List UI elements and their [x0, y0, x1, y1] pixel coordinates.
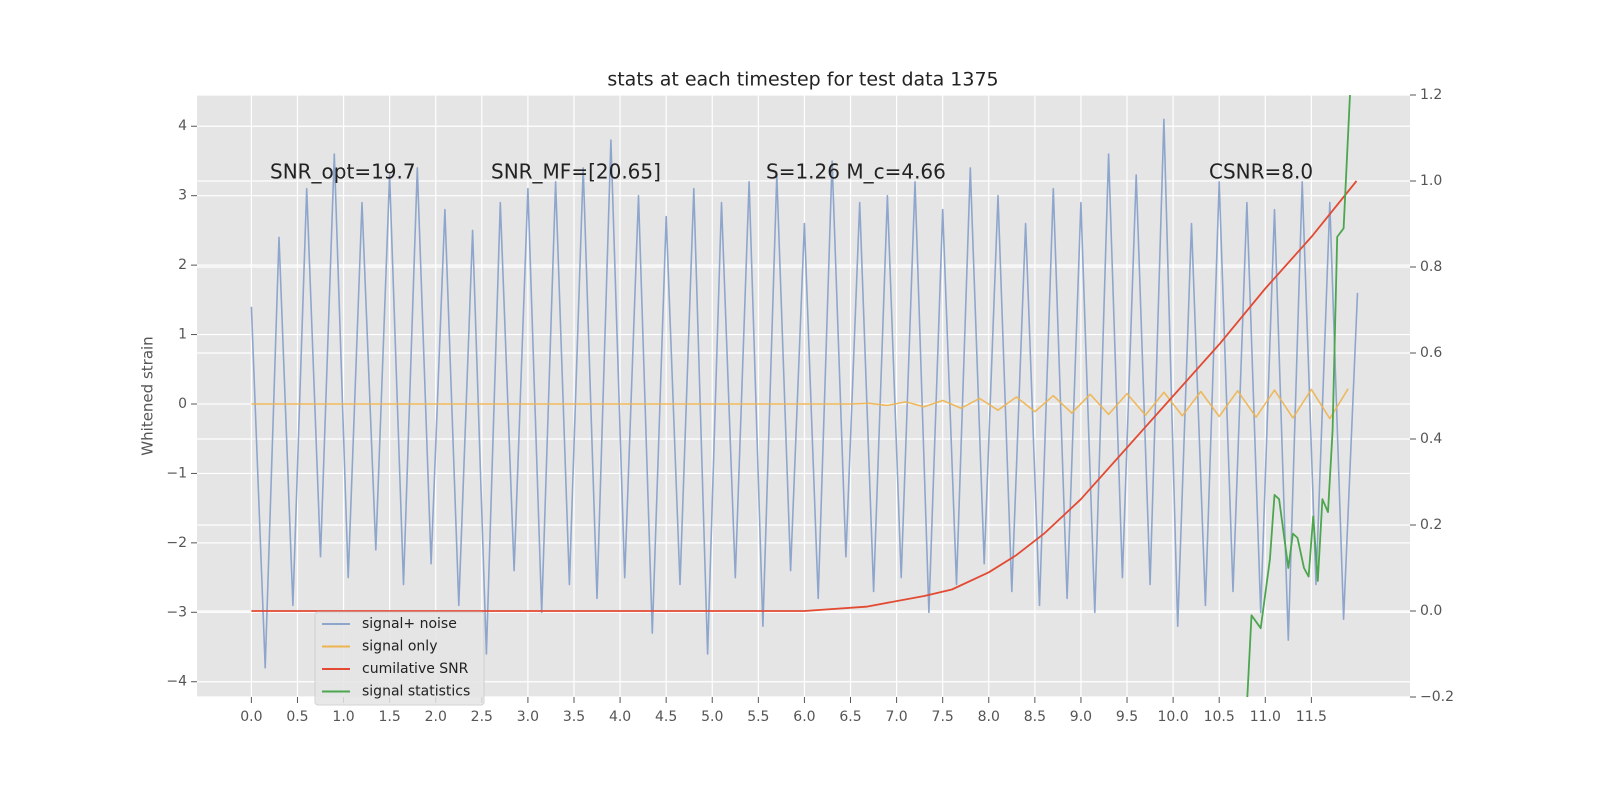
y2-tick-label: 0.0 — [1420, 603, 1442, 619]
x-tick-label: 0.0 — [240, 709, 262, 725]
x-tick-label: 9.5 — [1116, 709, 1138, 725]
x-tick-label: 9.0 — [1070, 709, 1092, 725]
series-line — [251, 180, 1358, 612]
x-tick-label: 8.0 — [978, 709, 1000, 725]
annotation: CSNR=8.0 — [1209, 160, 1313, 184]
y2-tick-label: 1.2 — [1420, 87, 1442, 103]
y-axis-label: Whitened strain — [139, 336, 157, 455]
annotation: SNR_opt=19.7 — [270, 160, 416, 184]
x-tick-label: 1.5 — [379, 709, 401, 725]
y-tick-label: 3 — [178, 188, 187, 204]
y2-tick-label: 0.6 — [1420, 345, 1442, 361]
y-tick-label: 1 — [178, 327, 187, 343]
y-tick-label: −2 — [166, 535, 187, 551]
series-line — [250, 118, 1359, 669]
x-tick-label: 6.5 — [839, 709, 861, 725]
y-tick-label: −3 — [166, 604, 187, 620]
y2-tick-label: 0.8 — [1420, 259, 1442, 275]
series-line — [251, 388, 1349, 420]
y2-tick-label: 1.0 — [1420, 173, 1442, 189]
annotation: SNR_MF=[20.65] — [491, 160, 661, 184]
x-tick-label: 10.5 — [1204, 709, 1235, 725]
x-tick-label: 6.0 — [793, 709, 815, 725]
y2-tick-label: −0.2 — [1420, 689, 1454, 705]
chart-title: stats at each timestep for test data 137… — [607, 69, 998, 91]
x-tick-label: 2.5 — [471, 709, 493, 725]
x-tick-label: 0.5 — [286, 709, 308, 725]
y-tick-label: 2 — [178, 257, 187, 273]
legend-box — [314, 611, 485, 706]
x-tick-label: 11.0 — [1250, 709, 1281, 725]
legend-label: cumilative SNR — [362, 661, 469, 677]
y-tick-label: −4 — [166, 674, 187, 690]
plot-area — [197, 95, 1410, 697]
annotation: S=1.26 M_c=4.66 — [766, 160, 946, 184]
x-tick-label: 3.5 — [563, 709, 585, 725]
y2-tick-label: 0.2 — [1420, 517, 1442, 533]
x-tick-label: 3.0 — [517, 709, 539, 725]
x-tick-label: 1.0 — [332, 709, 354, 725]
y-tick-label: 0 — [178, 396, 187, 412]
y-tick-label: 4 — [178, 118, 187, 134]
x-tick-label: 7.5 — [932, 709, 954, 725]
x-tick-label: 4.5 — [655, 709, 677, 725]
x-tick-label: 2.0 — [425, 709, 447, 725]
legend-label: signal+ noise — [362, 616, 457, 632]
plot-data — [250, 95, 1359, 697]
y2-tick-label: 0.4 — [1420, 431, 1442, 447]
x-tick-label: 5.5 — [747, 709, 769, 725]
x-tick-label: 7.0 — [885, 709, 907, 725]
x-tick-label: 10.0 — [1158, 709, 1189, 725]
x-tick-label: 11.5 — [1296, 709, 1327, 725]
legend-label: signal statistics — [362, 684, 470, 700]
series-line — [1246, 95, 1351, 697]
y-tick-label: −1 — [166, 465, 187, 481]
x-tick-label: 4.0 — [609, 709, 631, 725]
legend-label: signal only — [362, 639, 437, 655]
x-tick-label: 5.0 — [701, 709, 723, 725]
x-tick-label: 8.5 — [1024, 709, 1046, 725]
